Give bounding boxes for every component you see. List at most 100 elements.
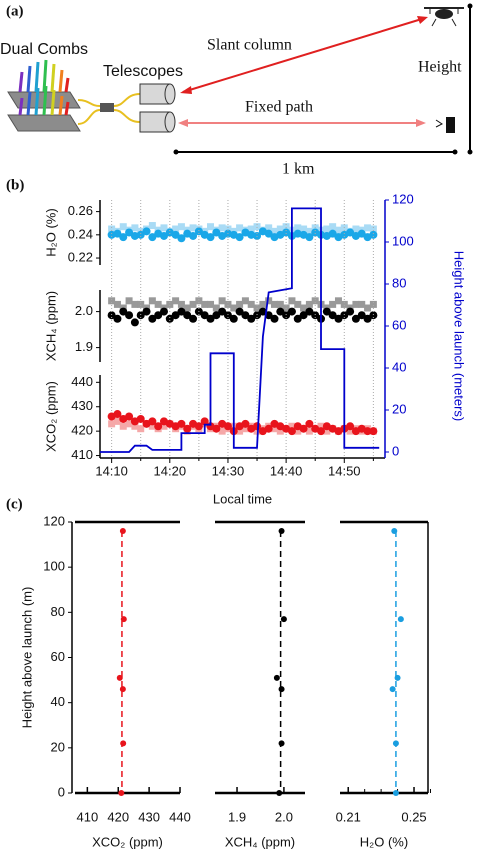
- marker: [212, 424, 221, 433]
- marker: [294, 300, 302, 308]
- telescope: [139, 83, 176, 133]
- marker: [363, 314, 372, 323]
- marker: [130, 318, 139, 327]
- marker: [340, 311, 349, 320]
- marker: [189, 314, 198, 323]
- y-tick-label: 0: [58, 784, 65, 799]
- coupler: [100, 103, 114, 112]
- marker: [287, 307, 296, 316]
- marker: [119, 233, 128, 242]
- diagram-label: Telescopes: [103, 63, 183, 80]
- marker: [235, 307, 244, 316]
- marker: [113, 410, 122, 419]
- marker: [107, 311, 116, 320]
- marker: [119, 307, 128, 316]
- marker: [154, 300, 162, 308]
- marker: [148, 314, 157, 323]
- marker: [276, 300, 284, 308]
- marker: [165, 314, 174, 323]
- x-tick-label: 14:10: [95, 463, 128, 478]
- marker: [218, 224, 226, 232]
- y2-tick-label: 120: [392, 191, 414, 206]
- x-tick-label: 440: [169, 809, 191, 824]
- marker: [276, 427, 284, 435]
- marker: [177, 307, 186, 316]
- marker: [113, 314, 122, 323]
- marker: [160, 422, 168, 430]
- y-tick-label: 20: [51, 739, 65, 754]
- marker: [258, 307, 267, 316]
- y-tick-label: 0.24: [68, 226, 93, 241]
- marker: [317, 422, 325, 430]
- marker: [218, 427, 226, 435]
- marker: [119, 528, 126, 535]
- marker: [118, 790, 125, 796]
- marker: [305, 300, 313, 308]
- marker: [357, 311, 366, 320]
- marker: [108, 420, 116, 428]
- marker: [172, 297, 180, 305]
- diagram-label: Height: [418, 59, 462, 76]
- marker: [265, 224, 273, 232]
- arrowhead: [416, 119, 426, 127]
- x-axis-title: H₂O (%): [360, 834, 408, 849]
- marker: [125, 311, 134, 320]
- marker: [369, 311, 378, 320]
- marker: [282, 311, 291, 320]
- marker: [276, 225, 284, 233]
- marker: [264, 424, 273, 433]
- marker: [159, 307, 168, 316]
- marker: [299, 424, 308, 433]
- marker: [305, 227, 313, 235]
- marker: [148, 297, 156, 305]
- marker: [201, 300, 209, 308]
- marker: [206, 233, 215, 242]
- marker: [346, 228, 355, 237]
- marker: [346, 427, 354, 435]
- y-tick-label: 100: [43, 559, 65, 574]
- marker: [397, 616, 404, 623]
- marker: [322, 307, 331, 316]
- marker: [241, 297, 249, 305]
- x-tick-label: 430: [138, 809, 160, 824]
- y2-tick-label: 60: [392, 317, 406, 332]
- marker: [189, 300, 197, 308]
- marker: [177, 419, 186, 428]
- y-axis-title: XCO₂ (ppm): [43, 381, 58, 452]
- marker: [352, 300, 360, 308]
- marker: [236, 427, 244, 435]
- marker: [148, 222, 156, 230]
- marker: [394, 674, 401, 681]
- marker: [108, 225, 116, 233]
- marker: [392, 790, 399, 796]
- marker: [200, 311, 209, 320]
- marker: [247, 314, 256, 323]
- marker: [125, 297, 133, 305]
- marker: [136, 311, 145, 320]
- marker: [119, 223, 127, 231]
- y-tick-label: 430: [71, 398, 93, 413]
- comb-spectrum: [18, 59, 70, 116]
- y2-tick-label: 20: [392, 401, 406, 416]
- marker: [125, 420, 133, 428]
- marker: [311, 297, 319, 305]
- marker: [154, 311, 163, 320]
- marker: [288, 297, 296, 305]
- marker: [334, 226, 342, 234]
- marker: [294, 427, 302, 435]
- end-dot: [467, 3, 473, 9]
- y-tick-label: 2.0: [75, 303, 93, 318]
- diagram-label: Slant column: [207, 37, 292, 54]
- marker: [329, 223, 337, 231]
- y-tick-label: 0.22: [68, 249, 93, 264]
- marker: [323, 427, 331, 435]
- x-tick-label: 14:40: [270, 463, 303, 478]
- y-axis-title: H₂O (%): [43, 208, 58, 256]
- marker: [305, 419, 314, 428]
- marker: [108, 297, 116, 305]
- marker: [224, 300, 232, 308]
- marker: [113, 229, 122, 238]
- panel-label: (c): [6, 496, 23, 512]
- marker: [270, 314, 279, 323]
- y2-tick-label: 0: [392, 443, 399, 458]
